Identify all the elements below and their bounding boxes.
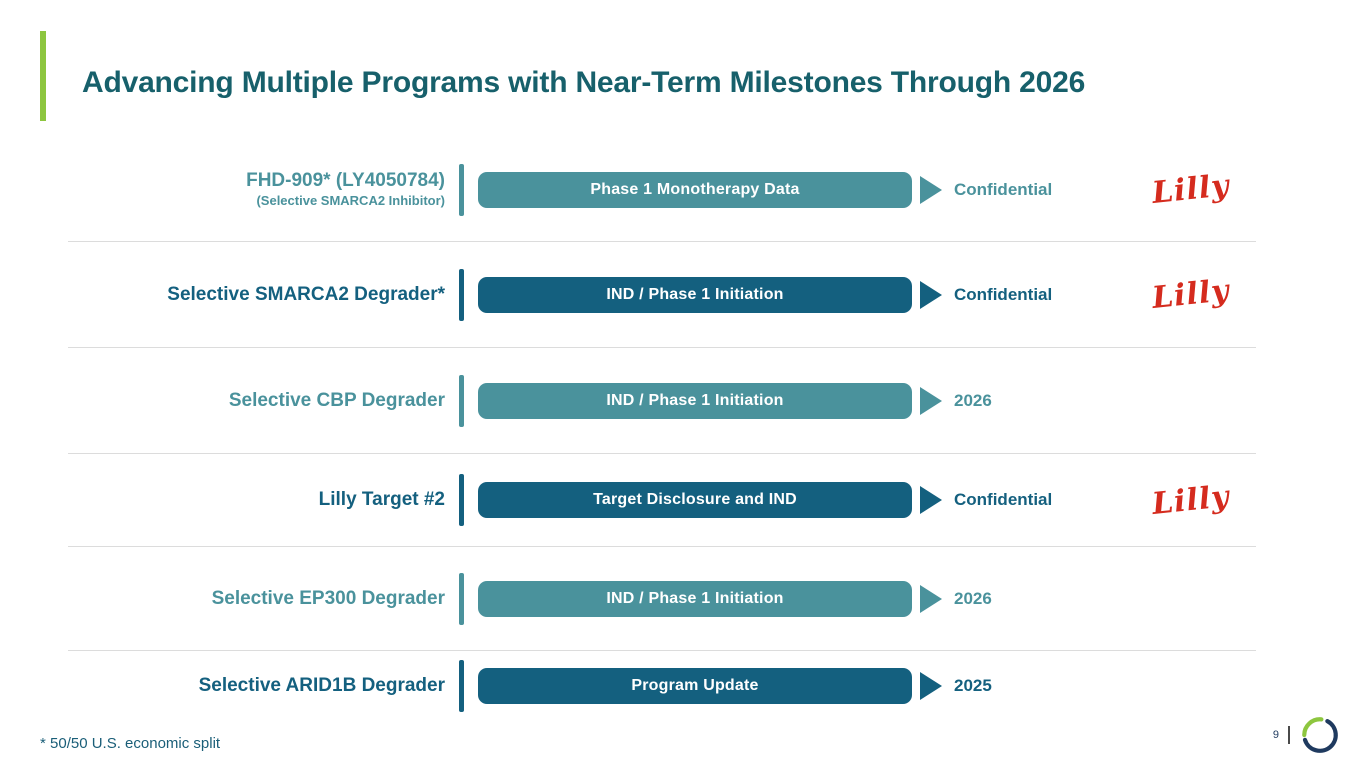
program-label-block: Lilly Target #2 — [0, 489, 445, 511]
timing-label: 2026 — [954, 588, 992, 608]
arrow-right-icon — [920, 280, 942, 309]
milestone-bar: IND / Phase 1 Initiation — [478, 276, 912, 313]
program-name: FHD-909* (LY4050784) — [246, 170, 445, 192]
program-name: Selective CBP Degrader — [228, 389, 445, 411]
timing-block: 2026 — [912, 386, 1152, 415]
footer-divider — [1288, 726, 1290, 744]
page-number: 9 — [1272, 729, 1279, 741]
lilly-logo: Lilly — [1150, 168, 1232, 211]
program-name: Lilly Target #2 — [318, 489, 445, 511]
page-footer: 9 — [1273, 714, 1341, 756]
program-label-block: Selective EP300 Degrader — [0, 588, 445, 610]
timing-block: 2025 — [912, 672, 1152, 700]
milestone-bar: Phase 1 Monotherapy Data — [478, 171, 912, 208]
milestone-label: Target Disclosure and IND — [593, 491, 797, 508]
title-accent-bar — [40, 31, 46, 121]
row-divider — [68, 241, 1256, 242]
milestone-bar: IND / Phase 1 Initiation — [478, 382, 912, 419]
row-separator-bar — [459, 374, 464, 427]
partner-logo-cell: Lilly — [1150, 168, 1365, 211]
row-separator-bar — [459, 163, 464, 216]
row-divider — [68, 546, 1256, 547]
row-separator-bar — [459, 268, 464, 321]
milestone-label: IND / Phase 1 Initiation — [606, 589, 784, 607]
timing-label: 2026 — [954, 390, 992, 410]
program-name: Selective EP300 Degrader — [211, 587, 445, 609]
program-name: Selective ARID1B Degrader — [198, 675, 445, 697]
arrow-right-icon — [920, 175, 942, 204]
lilly-logo: Lilly — [1150, 478, 1232, 522]
partner-logo-cell: Lilly — [1150, 273, 1365, 316]
program-row: Lilly Target #2 Target Disclosure and IN… — [0, 454, 1365, 546]
timing-block: 2026 — [912, 584, 1152, 613]
partner-logo-cell: Lilly — [1150, 479, 1365, 522]
footnote: * 50/50 U.S. economic split — [40, 735, 221, 752]
lilly-logo: Lilly — [1150, 273, 1232, 316]
row-separator-bar — [459, 474, 464, 526]
milestone-label: IND / Phase 1 Initiation — [606, 391, 784, 409]
arrow-right-icon — [920, 386, 942, 415]
timing-label: 2025 — [954, 676, 992, 695]
timing-block: Confidential — [912, 486, 1152, 514]
program-label-block: FHD-909* (LY4050784) (Selective SMARCA2 … — [0, 170, 445, 209]
timing-block: Confidential — [912, 280, 1152, 309]
arrow-right-icon — [920, 584, 942, 613]
milestone-label: IND / Phase 1 Initiation — [606, 285, 784, 303]
milestone-bar: Target Disclosure and IND — [478, 482, 912, 518]
row-separator-bar — [459, 572, 464, 625]
row-separator-bar — [459, 660, 464, 712]
arrow-right-icon — [920, 672, 942, 700]
program-row: Selective EP300 Degrader IND / Phase 1 I… — [0, 547, 1365, 650]
program-row: Selective CBP Degrader IND / Phase 1 Ini… — [0, 348, 1365, 453]
timing-label: Confidential — [954, 490, 1053, 509]
foghorn-ring-logo-icon — [1302, 717, 1338, 753]
program-row: FHD-909* (LY4050784) (Selective SMARCA2 … — [0, 138, 1365, 241]
milestone-bar: Program Update — [478, 668, 912, 704]
arrow-right-icon — [920, 486, 942, 514]
milestone-bar: IND / Phase 1 Initiation — [478, 580, 912, 617]
program-row: Selective SMARCA2 Degrader* IND / Phase … — [0, 242, 1365, 347]
slide-title: Advancing Multiple Programs with Near-Te… — [82, 66, 1086, 99]
milestone-label: Phase 1 Monotherapy Data — [590, 180, 800, 198]
program-label-block: Selective CBP Degrader — [0, 390, 445, 412]
program-label-block: Selective ARID1B Degrader — [0, 675, 445, 697]
row-divider — [68, 347, 1256, 348]
row-divider — [68, 453, 1256, 454]
timing-label: Confidential — [954, 284, 1053, 304]
program-subtitle: (Selective SMARCA2 Inhibitor) — [256, 192, 445, 208]
program-rows: FHD-909* (LY4050784) (Selective SMARCA2 … — [0, 138, 1365, 721]
timing-block: Confidential — [912, 175, 1152, 204]
program-row: Selective ARID1B Degrader Program Update… — [0, 651, 1365, 721]
program-label-block: Selective SMARCA2 Degrader* — [0, 284, 445, 306]
timing-label: Confidential — [954, 179, 1053, 199]
program-name: Selective SMARCA2 Degrader* — [167, 283, 445, 305]
row-divider — [68, 650, 1256, 651]
milestone-label: Program Update — [631, 677, 759, 694]
